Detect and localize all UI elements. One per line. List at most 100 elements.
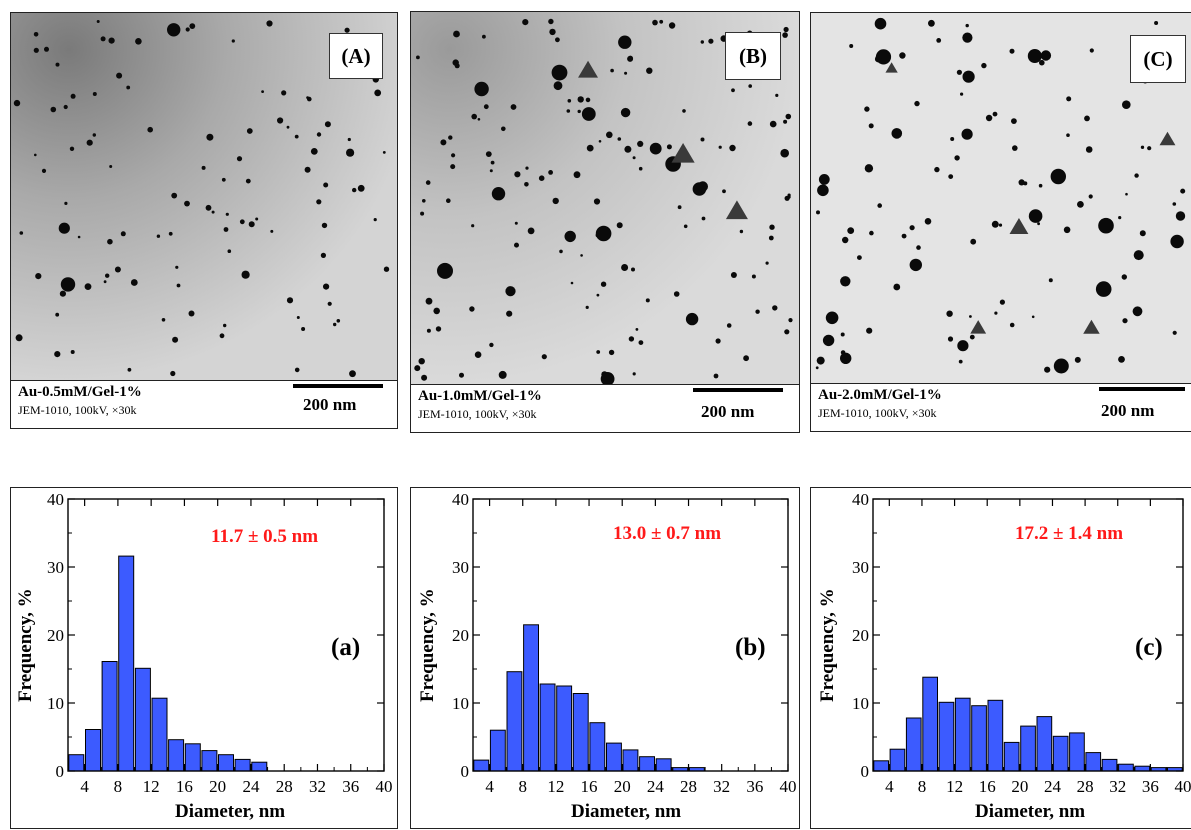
nanoparticle [421,374,428,381]
x-tick-label: 8 [114,777,123,796]
nanoparticle [374,89,382,97]
nanoparticle [316,132,322,137]
histogram-b: 4 8 12 16 20 24 28 32 36 40 0 10 20 30 40 13.0 ± 0.7 n… [410,487,800,829]
nanoparticle [294,367,300,373]
nanoparticle [505,286,516,297]
nanoparticle-triangle [885,62,898,73]
nanoparticle [559,249,563,254]
nanoparticle [708,38,714,44]
nanoparticle [874,55,882,63]
nanoparticle [627,55,633,61]
nanoparticle [1066,96,1072,102]
nanoparticle [970,238,977,245]
histogram-c: 4 8 12 16 20 24 28 32 36 40 0 10 20 30 40 17.2 ± 1.4 n… [810,487,1191,829]
nanoparticle [1031,315,1035,319]
nanoparticle [50,106,57,113]
nanoparticle [168,231,173,236]
nanoparticle [1125,192,1128,196]
nanoparticle [1027,49,1042,63]
nanoparticle [109,165,113,168]
nanoparticle [747,121,753,126]
nanoparticle [357,184,365,192]
histogram-bar [606,742,622,772]
nanoparticle [471,113,477,120]
nanoparticle [668,22,676,29]
nanoparticle [352,187,357,193]
nanoparticle [1018,179,1025,186]
histogram-plot-c: 4 8 12 16 20 24 28 32 36 40 0 10 20 30 40 [852,490,1191,796]
nanoparticle [608,349,615,356]
nanoparticle [321,222,328,229]
nanoparticle [44,46,49,52]
nanoparticle [383,266,390,272]
nanoparticle [564,230,576,243]
nanoparticle [55,312,60,317]
nanoparticle [998,223,1003,227]
histogram-plot-b: 4 8 12 16 20 24 28 32 36 40 0 10 20 30 40 [452,490,797,796]
nanoparticle [261,90,264,93]
nanoparticle-triangle [1159,131,1176,146]
nanoparticle [914,100,920,107]
nanoparticle [514,221,518,225]
nanoparticle [787,193,791,197]
nanoparticle [211,210,215,214]
nanoparticle [772,305,778,311]
nanoparticle [96,20,100,23]
nanoparticle [223,323,227,328]
nanoparticle [58,222,70,234]
nanoparticle [683,224,688,229]
nanoparticle [652,19,658,26]
nanoparticle [638,340,644,345]
nanoparticle [1133,250,1144,261]
nanoparticle [730,272,737,278]
histogram-bar [655,758,672,772]
panel-letter: (c) [1135,634,1163,661]
histogram-bar [523,624,539,772]
y-axis-label: Frequency, % [15,588,36,702]
nanoparticle [718,145,722,149]
nanoparticle [743,355,749,362]
y-tick-label: 0 [861,762,870,781]
nanoparticle [755,309,760,314]
nanoparticle [783,119,788,124]
nanoparticle [637,140,644,147]
x-tick-label: 16 [581,777,598,796]
nanoparticle [189,23,196,29]
histogram-bar [1003,741,1020,772]
nanoparticle [414,365,421,372]
nanoparticle [1095,281,1112,297]
histogram-bar [572,693,589,772]
histogram-bar [971,705,987,772]
nanoparticle [620,107,631,118]
nanoparticle [1038,183,1043,188]
nanoparticle [135,38,142,45]
nanoparticle [147,126,153,133]
x-axis-label: Diameter, nm [571,801,682,822]
nanoparticle [701,216,706,221]
x-axis-label: Diameter, nm [975,801,1086,822]
nanoparticle [1089,48,1094,53]
x-tick-label: 12 [143,777,160,796]
nanoparticle [205,204,212,211]
nanoparticle [15,334,23,342]
histogram-bar [622,749,639,772]
nanoparticle [510,104,517,110]
tem-caption: Au-0.5mM/Gel-1% JEM-1010, 100kV, ×30k 20… [11,380,397,428]
nanoparticle [818,174,830,185]
nanoparticle [108,37,115,44]
nanoparticle [188,310,195,317]
nanoparticle [349,370,356,378]
histogram-bar [539,683,556,772]
nanoparticle [489,169,493,173]
nanoparticle [175,265,179,269]
nanoparticle [595,225,612,242]
nanoparticle [416,55,420,60]
nanoparticle [437,262,453,279]
nanoparticle [1088,194,1093,199]
nanoparticle [241,270,250,279]
scale-bar [693,388,783,392]
histogram-bar [201,750,218,772]
nanoparticle-triangle [1009,217,1029,235]
nanoparticle [418,358,425,365]
tem-caption: Au-1.0mM/Gel-1% JEM-1010, 100kV, ×30k 20… [411,384,799,432]
